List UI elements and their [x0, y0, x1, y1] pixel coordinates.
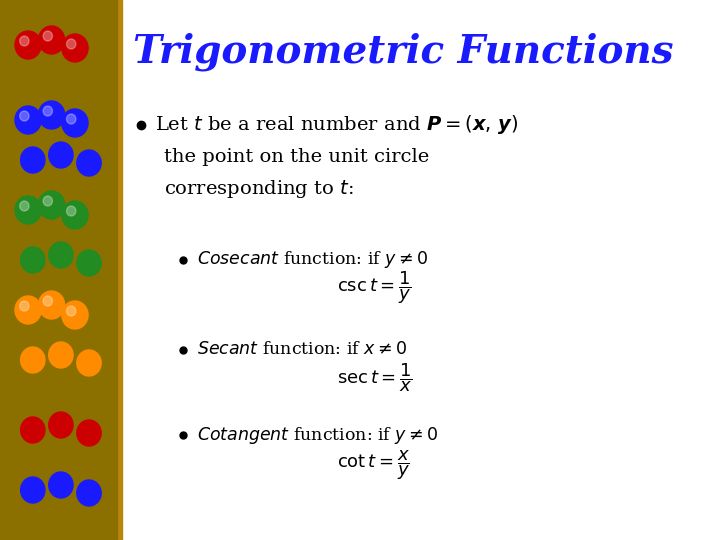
Circle shape [38, 291, 65, 319]
Circle shape [38, 191, 65, 219]
Circle shape [49, 342, 73, 368]
Circle shape [62, 34, 88, 62]
Circle shape [66, 206, 76, 216]
Circle shape [38, 26, 65, 54]
Circle shape [19, 301, 29, 311]
Text: $\mathit{Secant}$ function: if $x \neq 0$: $\mathit{Secant}$ function: if $x \neq 0… [197, 341, 407, 359]
Circle shape [66, 39, 76, 49]
Circle shape [21, 417, 45, 443]
Circle shape [15, 31, 41, 59]
Circle shape [19, 36, 29, 46]
Text: Let $t$ be a real number and $\boldsymbol{P} = (\boldsymbol{x},\, \boldsymbol{y}: Let $t$ be a real number and $\boldsymbo… [155, 113, 518, 137]
Circle shape [43, 196, 53, 206]
Circle shape [49, 142, 73, 168]
Circle shape [62, 109, 88, 137]
Circle shape [43, 296, 53, 306]
Text: $\mathit{Cosecant}$ function: if $y \neq 0$: $\mathit{Cosecant}$ function: if $y \neq… [197, 249, 428, 271]
Circle shape [43, 106, 53, 116]
Bar [0, 0, 117, 540]
Text: $\mathit{Cotangent}$ function: if $y \neq 0$: $\mathit{Cotangent}$ function: if $y \ne… [197, 424, 438, 445]
Circle shape [19, 111, 29, 121]
Circle shape [66, 306, 76, 316]
Circle shape [15, 296, 41, 324]
Circle shape [15, 196, 41, 224]
Circle shape [43, 31, 53, 41]
Circle shape [21, 347, 45, 373]
Circle shape [38, 101, 65, 129]
Circle shape [15, 106, 41, 134]
Circle shape [62, 201, 88, 229]
Text: the point on the unit circle: the point on the unit circle [164, 148, 429, 166]
Circle shape [77, 480, 102, 506]
Circle shape [21, 147, 45, 173]
Circle shape [77, 350, 102, 376]
Text: $\mathrm{sec}\,t = \dfrac{1}{x}$: $\mathrm{sec}\,t = \dfrac{1}{x}$ [337, 362, 413, 394]
Circle shape [19, 201, 29, 211]
Bar [0, 0, 122, 540]
Circle shape [49, 242, 73, 268]
Circle shape [49, 412, 73, 438]
Circle shape [62, 301, 88, 329]
Circle shape [21, 247, 45, 273]
Circle shape [66, 114, 76, 124]
Circle shape [77, 420, 102, 446]
Text: corresponding to $t$:: corresponding to $t$: [164, 178, 354, 200]
Circle shape [77, 150, 102, 176]
Circle shape [21, 477, 45, 503]
Text: $\mathrm{csc}\,t = \dfrac{1}{y}$: $\mathrm{csc}\,t = \dfrac{1}{y}$ [337, 269, 412, 306]
Text: Trigonometric Functions: Trigonometric Functions [132, 33, 673, 71]
Circle shape [49, 472, 73, 498]
Circle shape [77, 250, 102, 276]
Text: $\mathrm{cot}\,t = \dfrac{x}{y}$: $\mathrm{cot}\,t = \dfrac{x}{y}$ [337, 448, 410, 482]
